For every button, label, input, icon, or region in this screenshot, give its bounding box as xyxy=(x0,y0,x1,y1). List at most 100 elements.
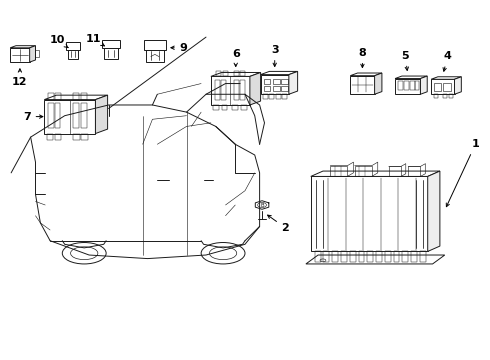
Text: 6: 6 xyxy=(232,49,240,67)
Text: 10: 10 xyxy=(50,35,68,48)
Bar xyxy=(232,105,238,111)
Bar xyxy=(276,94,281,99)
Bar xyxy=(234,80,239,100)
Bar xyxy=(376,251,382,262)
Ellipse shape xyxy=(71,247,98,260)
Polygon shape xyxy=(96,95,108,134)
Bar xyxy=(434,83,441,91)
Bar xyxy=(273,79,280,84)
Ellipse shape xyxy=(320,259,326,262)
Polygon shape xyxy=(250,72,261,105)
Bar xyxy=(273,86,280,91)
Bar xyxy=(55,93,61,100)
Bar xyxy=(431,79,455,94)
Bar xyxy=(74,103,79,128)
Bar xyxy=(35,50,39,57)
Polygon shape xyxy=(211,72,261,76)
Polygon shape xyxy=(30,46,35,62)
Bar xyxy=(368,251,373,262)
Bar xyxy=(323,251,329,262)
Bar xyxy=(68,50,78,59)
Bar xyxy=(216,71,220,76)
Text: 3: 3 xyxy=(271,45,278,67)
Text: 7: 7 xyxy=(23,112,43,122)
Polygon shape xyxy=(395,76,427,78)
Bar xyxy=(398,81,403,90)
Bar xyxy=(341,251,347,262)
Polygon shape xyxy=(289,71,297,94)
Bar xyxy=(270,94,274,99)
Bar xyxy=(404,81,409,90)
Polygon shape xyxy=(350,73,382,76)
Bar xyxy=(264,79,270,84)
Bar xyxy=(220,80,225,100)
Bar xyxy=(264,86,270,91)
Text: 5: 5 xyxy=(401,51,409,71)
Bar xyxy=(411,251,417,262)
Bar xyxy=(223,71,228,76)
Bar xyxy=(102,40,120,48)
Bar xyxy=(282,94,287,99)
Bar xyxy=(281,79,288,84)
Bar xyxy=(443,94,447,98)
Text: 2: 2 xyxy=(268,215,289,233)
Bar xyxy=(385,251,391,262)
Ellipse shape xyxy=(258,203,267,207)
Bar xyxy=(55,134,61,140)
Bar xyxy=(234,71,239,76)
Bar xyxy=(48,103,53,128)
Bar xyxy=(263,94,268,99)
Polygon shape xyxy=(261,71,297,75)
Bar xyxy=(104,48,118,59)
Bar xyxy=(10,48,30,62)
Bar xyxy=(215,80,220,100)
Bar xyxy=(443,83,451,91)
Bar xyxy=(332,251,338,262)
Polygon shape xyxy=(420,76,427,94)
Bar xyxy=(395,78,420,94)
Polygon shape xyxy=(311,171,440,176)
Bar xyxy=(213,105,219,111)
Bar xyxy=(434,94,439,98)
Bar xyxy=(330,166,347,176)
Polygon shape xyxy=(431,77,461,79)
Bar xyxy=(359,251,365,262)
Bar xyxy=(415,81,419,90)
Bar xyxy=(55,103,60,128)
Bar xyxy=(410,81,415,90)
Text: 12: 12 xyxy=(12,69,27,87)
Bar xyxy=(350,251,356,262)
Bar xyxy=(144,40,166,50)
Bar xyxy=(48,93,54,100)
Bar xyxy=(240,71,245,76)
Bar xyxy=(315,251,320,262)
Bar xyxy=(408,166,420,176)
Polygon shape xyxy=(455,77,461,94)
Polygon shape xyxy=(10,46,35,48)
Text: 11: 11 xyxy=(86,33,104,46)
Bar xyxy=(44,100,96,134)
Polygon shape xyxy=(374,73,382,94)
Polygon shape xyxy=(44,95,108,100)
Bar xyxy=(241,105,247,111)
Bar xyxy=(66,42,80,50)
Ellipse shape xyxy=(62,243,106,264)
Ellipse shape xyxy=(209,247,237,260)
Text: 1: 1 xyxy=(446,139,479,207)
Bar xyxy=(74,134,80,140)
Text: 8: 8 xyxy=(359,48,367,68)
Bar xyxy=(350,76,374,94)
Bar xyxy=(449,94,453,98)
Text: 4: 4 xyxy=(443,51,452,71)
Bar xyxy=(311,176,428,251)
Bar xyxy=(47,134,53,140)
Bar xyxy=(402,251,408,262)
Bar xyxy=(81,103,87,128)
Polygon shape xyxy=(306,255,445,264)
Bar xyxy=(221,105,227,111)
Bar xyxy=(355,166,372,176)
Ellipse shape xyxy=(201,243,245,264)
Bar xyxy=(74,93,79,100)
Polygon shape xyxy=(428,171,440,251)
Bar xyxy=(81,93,87,100)
